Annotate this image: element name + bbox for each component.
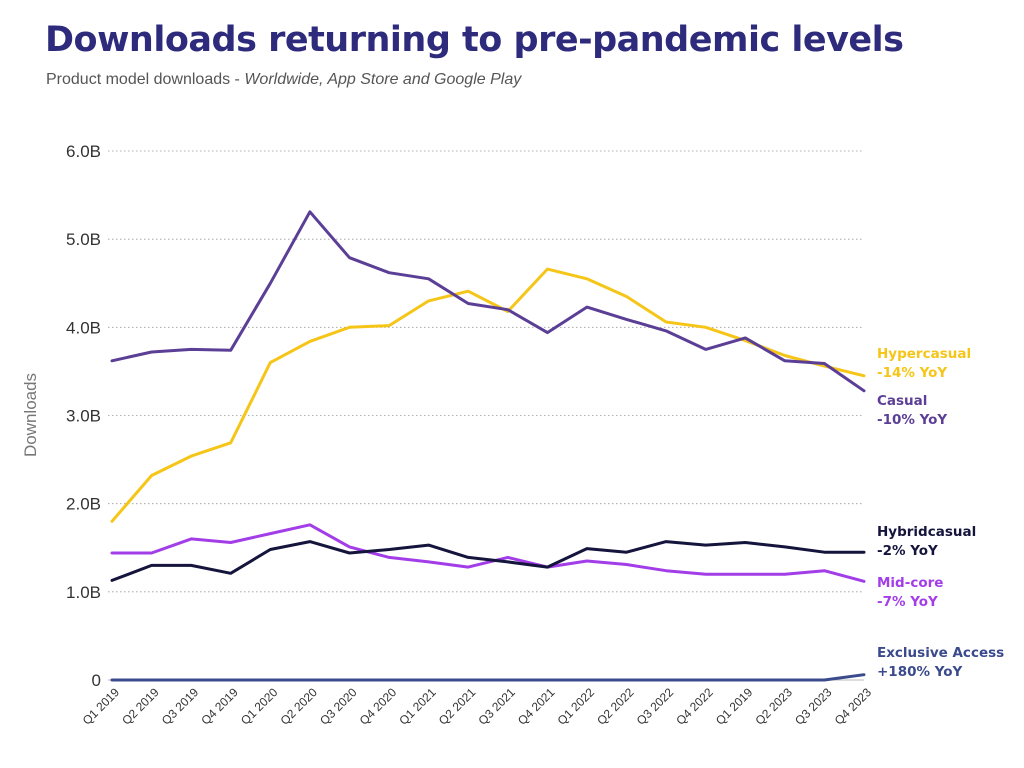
y-tick-label: 1.0B <box>66 583 101 602</box>
series-lines <box>110 210 866 682</box>
x-tick-label: Q3 2023 <box>792 685 835 728</box>
subtitle-plain: Product model downloads - <box>46 71 245 88</box>
chart-title: Downloads returning to pre-pandemic leve… <box>45 20 904 60</box>
x-tick-label: Q2 2023 <box>753 685 796 728</box>
x-tick-label: Q2 2022 <box>594 685 637 728</box>
series-line-hybridcasual <box>110 540 866 582</box>
x-tick-label: Q3 2019 <box>159 685 202 728</box>
y-tick-label: 0 <box>92 671 101 690</box>
chart-subtitle: Product model downloads - Worldwide, App… <box>46 71 521 89</box>
y-axis-ticks: 0 1.0B 2.0B 3.0B 4.0B 5.0B 6.0B <box>66 142 101 690</box>
y-axis-label: Downloads <box>21 373 40 457</box>
x-tick-label: Q1 2019 <box>80 685 123 728</box>
x-tick-label: Q4 2023 <box>832 685 875 728</box>
series-label-hybridcasual: Hybridcasual <box>877 524 976 540</box>
series-change-hypercasual: -14% YoY <box>877 365 947 381</box>
x-tick-label: Q1 2019 <box>713 685 756 728</box>
x-tick-label: Q2 2021 <box>436 685 479 728</box>
x-tick-label: Q4 2022 <box>673 685 716 728</box>
series-change-casual: -10% YoY <box>877 412 947 428</box>
series-label-mid-core: Mid-core <box>877 575 943 591</box>
series-line-mid-core <box>110 523 866 583</box>
y-tick-label: 4.0B <box>66 318 101 337</box>
series-label-hypercasual: Hypercasual <box>877 346 971 362</box>
y-tick-label: 6.0B <box>66 142 101 161</box>
y-tick-label: 5.0B <box>66 230 101 249</box>
x-tick-label: Q1 2021 <box>396 685 439 728</box>
series-label-exclusive-access: Exclusive Access <box>877 645 1004 661</box>
x-tick-label: Q3 2021 <box>475 685 518 728</box>
x-tick-label: Q4 2019 <box>198 685 241 728</box>
x-tick-label: Q4 2021 <box>515 685 558 728</box>
series-labels: Hypercasual -14% YoY Casual -10% YoY Hybridc… <box>877 346 1004 680</box>
x-tick-label: Q1 2022 <box>555 685 598 728</box>
subtitle-italic: Worldwide, App Store and Google Play <box>244 71 522 88</box>
x-tick-label: Q2 2020 <box>278 685 321 728</box>
x-tick-label: Q3 2020 <box>317 685 360 728</box>
x-tick-label: Q4 2020 <box>357 685 400 728</box>
x-tick-label: Q3 2022 <box>634 685 677 728</box>
series-change-exclusive-access: +180% YoY <box>877 664 963 680</box>
x-tick-label: Q1 2020 <box>238 685 281 728</box>
series-line-casual <box>110 210 866 393</box>
series-line-exclusive-access <box>110 673 866 682</box>
series-change-mid-core: -7% YoY <box>877 594 938 610</box>
series-change-hybridcasual: -2% YoY <box>877 543 938 559</box>
y-tick-label: 2.0B <box>66 495 101 514</box>
x-tick-label: Q2 2019 <box>119 685 162 728</box>
y-tick-label: 3.0B <box>66 407 101 426</box>
gridlines <box>108 150 864 681</box>
series-label-casual: Casual <box>877 393 927 409</box>
